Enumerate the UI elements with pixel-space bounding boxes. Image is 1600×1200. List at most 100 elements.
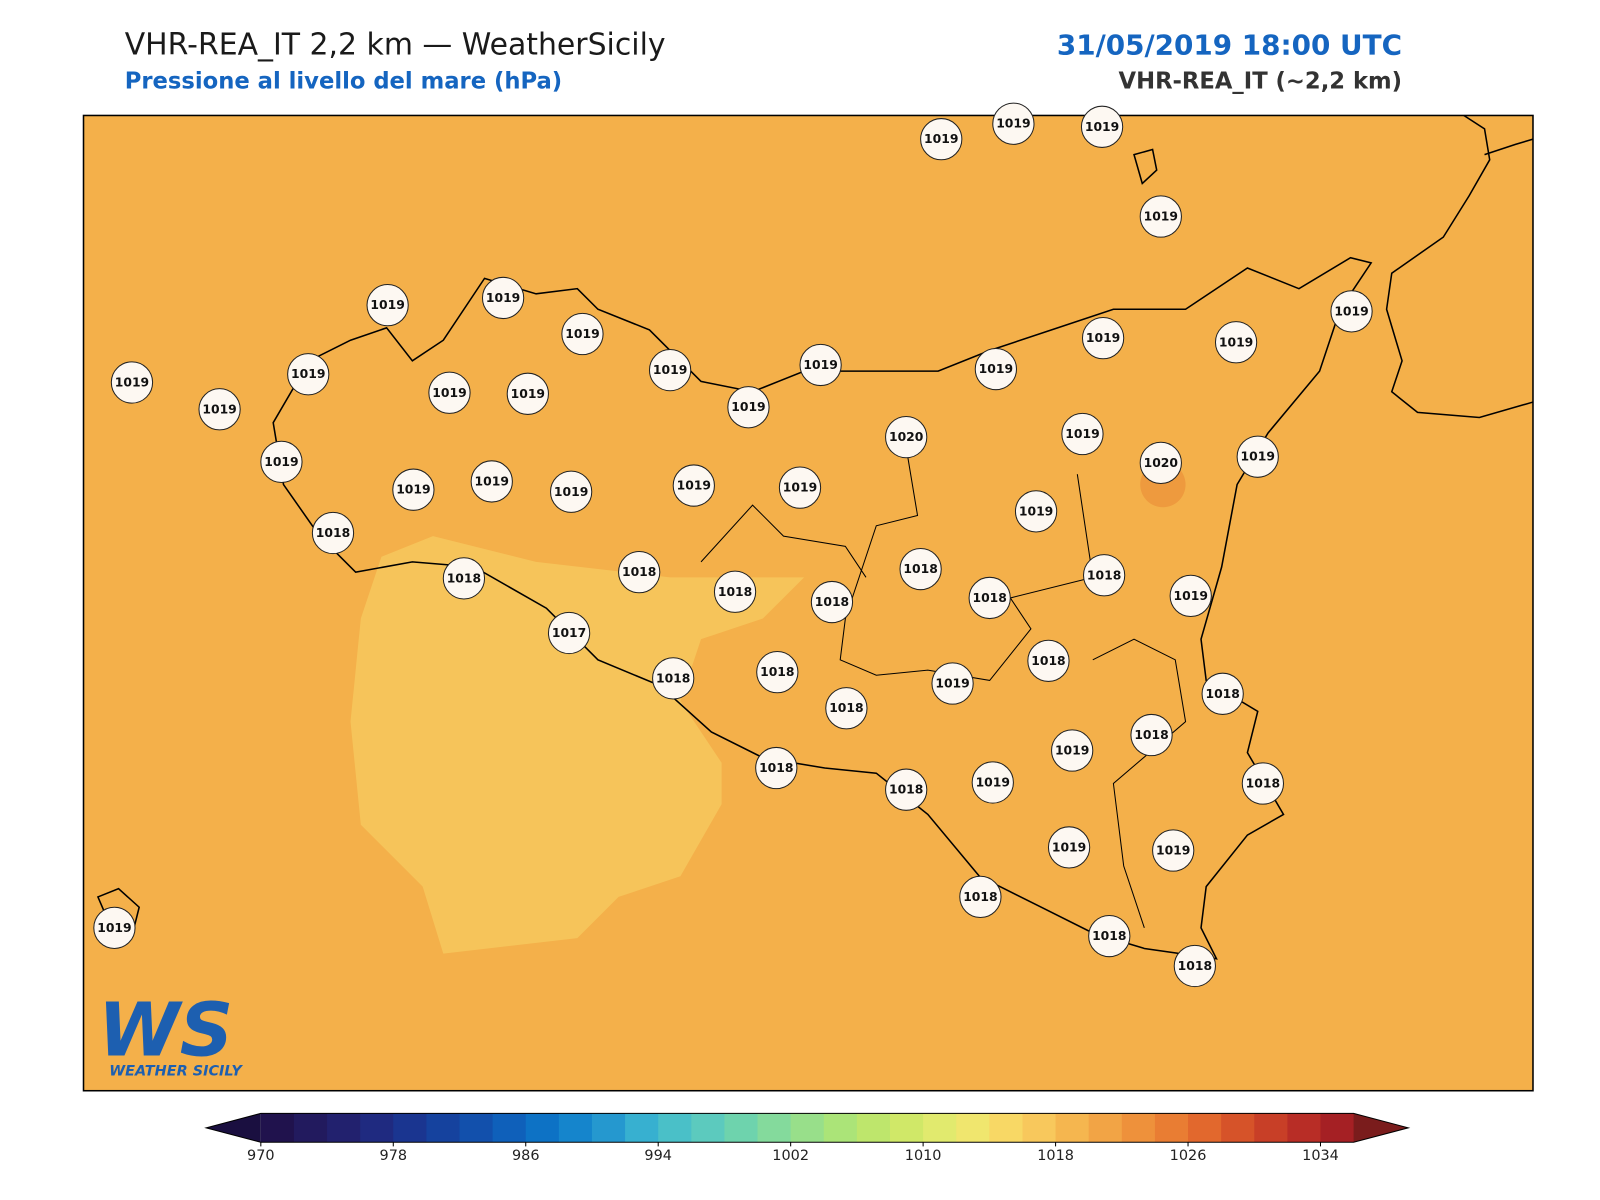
colorbar-bin [1254,1113,1288,1143]
calabria-coast-north [1484,138,1534,156]
colorbar-bin [724,1113,759,1143]
calabria-coast [1385,114,1534,419]
station-marker [920,118,963,161]
colorbar-frame [204,1112,1411,1143]
station: 1019 [506,372,549,415]
station: 1018 [1082,554,1126,597]
station-value: 1019 [783,481,817,495]
colorbar-bin [1121,1113,1156,1143]
colorbar-tick-label: 970 [247,1148,275,1164]
station-marker [1173,944,1216,988]
station-marker [1152,829,1195,872]
station: 1019 [1152,829,1195,872]
station-value: 1017 [552,626,586,640]
station: 1019 [561,312,604,356]
station-value: 1019 [935,677,969,691]
station-marker [1214,321,1258,364]
station-marker [1082,554,1126,597]
station: 1018 [1201,672,1244,715]
station-marker [1236,435,1279,478]
colorbar-bin [393,1113,427,1143]
station-marker [672,464,715,507]
station-value: 1018 [903,562,937,576]
station-value: 1018 [1246,777,1280,791]
station-value: 1019 [370,298,404,312]
station-marker [311,511,355,555]
station: 1019 [727,386,770,429]
colorbar-bin [790,1113,825,1143]
colorbar-tick-label: 1034 [1302,1148,1339,1164]
station: 1018 [756,651,799,694]
colorbar-tick-label: 1026 [1170,1148,1207,1164]
colorbar-tick-label: 994 [644,1148,672,1164]
station-value: 1019 [1334,304,1368,318]
station-marker [366,284,409,327]
datetime: 31/05/2019 18:00 UTC [1057,29,1402,62]
title: VHR-REA_IT 2,2 km — WeatherSicily [125,28,666,63]
station: 1019 [428,371,471,414]
station-marker [260,440,303,483]
station-marker [756,651,799,694]
colorbar-tick-label: 1018 [1037,1148,1074,1164]
station-value: 1018 [889,783,923,797]
station-value: 1019 [803,358,837,372]
station: 1019 [366,284,409,327]
station: 1018 [755,746,798,790]
station: 1018 [1088,914,1131,958]
station: 1018 [1130,713,1173,757]
station: 1019 [110,361,154,404]
coastline [96,114,1534,960]
station: 1018 [899,547,942,591]
station: 1019 [287,353,330,396]
model: VHR-REA_IT (~2,2 km) [1119,69,1403,95]
colorbar-bin [459,1113,494,1143]
station-value: 1019 [554,485,588,499]
colorbar-over [1353,1113,1409,1143]
station-value: 1019 [1086,331,1120,345]
station: 1018 [1173,944,1216,988]
station: 1019 [549,470,593,513]
station: 1019 [920,118,963,161]
station: 1018 [825,687,868,730]
station: 1019 [1080,105,1124,148]
station-marker [974,347,1018,391]
station-marker [885,768,928,811]
station: 1017 [547,611,591,655]
station: 1018 [442,557,486,600]
station-value: 1018 [1031,654,1065,668]
station: 1019 [1169,574,1212,618]
station: 1019 [1014,490,1058,533]
station-marker [1330,290,1373,333]
station-marker [1014,490,1058,533]
station: 1018 [311,511,355,555]
station: 1019 [1236,435,1279,478]
station-marker [618,551,661,594]
province-border [700,504,867,578]
station-value: 1018 [622,565,656,579]
station-value: 1019 [1085,120,1119,134]
station-value: 1019 [1065,427,1099,441]
station-value: 1019 [115,375,149,389]
station-marker [549,470,593,513]
station-marker [198,388,241,431]
station-value: 1018 [1092,929,1126,943]
pressure-field [83,115,1533,1091]
station-value: 1019 [1219,335,1253,349]
station: 1019 [648,348,692,392]
station-value: 1018 [829,701,863,715]
station-marker [1027,639,1070,682]
station-value: 1019 [1055,744,1089,758]
station-marker [727,386,770,429]
sicily-coast [272,256,1373,960]
station-marker [713,570,757,613]
station: 1019 [672,464,715,507]
station-value: 1018 [1087,568,1121,582]
pressure-area-low [350,536,805,954]
station-value: 1019 [976,775,1010,789]
station: 1019 [1214,321,1258,364]
station-value: 1018 [1205,687,1239,701]
station: 1019 [799,343,842,387]
station-marker [1081,317,1125,360]
station-marker [470,460,513,503]
station-marker [561,312,604,356]
